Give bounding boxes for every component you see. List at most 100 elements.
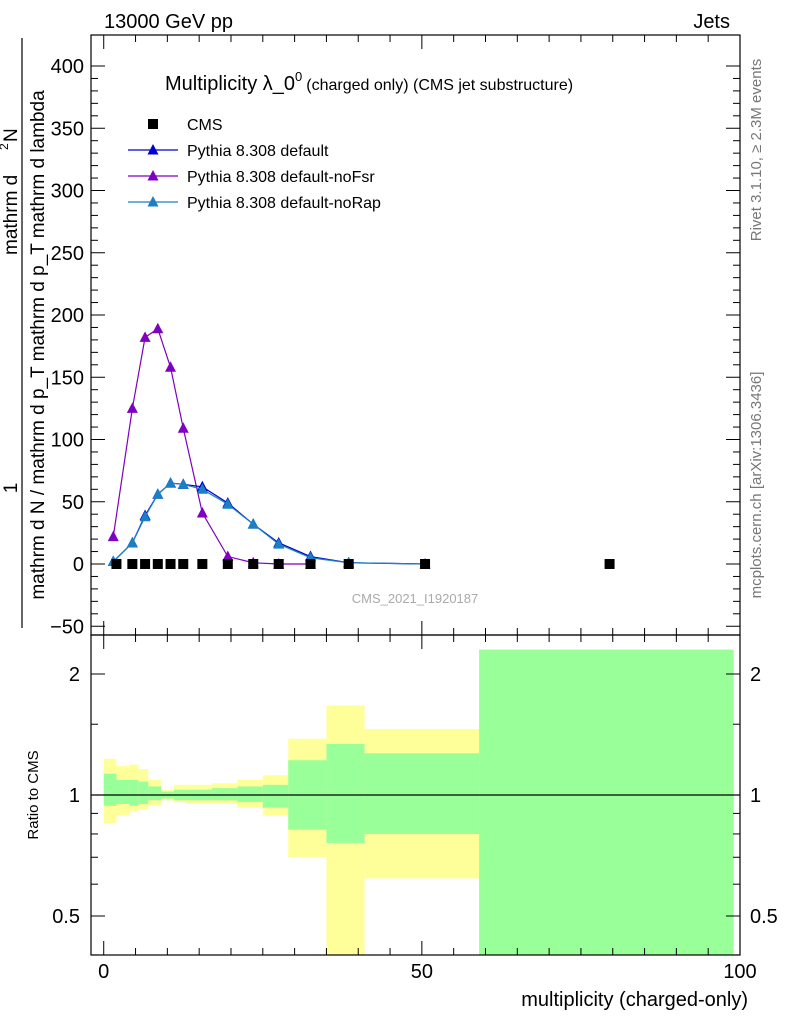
ratio-panel: 0.5 0.5 1 1 2 2 0 50 100 Ratio to CMS multiplic… bbox=[25, 634, 778, 1011]
header-process: 13000 GeV pp bbox=[104, 11, 233, 33]
series-1 bbox=[107, 477, 431, 569]
xtick-label: 100 bbox=[723, 961, 756, 983]
main-ytick-label: 300 bbox=[51, 181, 84, 203]
data-point bbox=[126, 402, 138, 413]
ratio-x-ticks: 0 50 100 bbox=[98, 635, 757, 983]
series-layer bbox=[107, 322, 615, 569]
ratio-stat-band bbox=[364, 753, 480, 834]
ylabel-numerator-n: N bbox=[1, 128, 22, 142]
data-point bbox=[139, 510, 151, 522]
ratio-ytick-label: 2 bbox=[69, 664, 80, 686]
ratio-stat-band bbox=[262, 784, 289, 808]
data-point bbox=[127, 559, 138, 569]
data-point bbox=[165, 361, 177, 372]
legend-entry: CMS bbox=[148, 117, 223, 134]
ylabel-numerator-d: mathrm d bbox=[1, 175, 22, 255]
data-point bbox=[273, 559, 284, 569]
legend-label: CMS bbox=[187, 117, 223, 134]
ratio-stat-band bbox=[138, 781, 149, 804]
ratio-ytick-label-right: 0.5 bbox=[750, 906, 778, 928]
data-point bbox=[196, 506, 208, 518]
rivet-label: Rivet 3.1.10, ≥ 2.3M events bbox=[748, 59, 765, 242]
data-point bbox=[152, 488, 164, 499]
data-point bbox=[178, 559, 189, 569]
main-ytick-label: 400 bbox=[51, 56, 84, 78]
legend-marker bbox=[147, 196, 159, 207]
title-subtitle: (charged only) (CMS jet substructure) bbox=[306, 77, 573, 94]
main-ytick-label: 250 bbox=[51, 243, 84, 265]
data-point bbox=[196, 483, 208, 494]
legend-entry: Pythia 8.308 default-noRap bbox=[128, 195, 381, 212]
data-point bbox=[343, 559, 354, 569]
ylabel-numerator-one: 1 bbox=[1, 483, 22, 494]
data-point bbox=[152, 559, 163, 569]
ratio-bands bbox=[103, 649, 734, 955]
legend-marker bbox=[147, 170, 159, 181]
title-main: Multiplicity λ_0 bbox=[165, 73, 295, 95]
ratio-ytick-label: 1 bbox=[69, 785, 80, 807]
legend-marker bbox=[148, 119, 158, 129]
main-x-ticks bbox=[103, 35, 741, 635]
data-point bbox=[197, 559, 208, 569]
data-point bbox=[152, 322, 164, 334]
data-point bbox=[420, 559, 431, 569]
data-point bbox=[604, 559, 615, 569]
legend-marker bbox=[147, 144, 159, 155]
ratio-ytick-label: 0.5 bbox=[52, 906, 80, 928]
ylabel-numerator-power: 2 bbox=[0, 143, 11, 150]
main-ytick-label: 0 bbox=[73, 554, 84, 576]
series-3 bbox=[107, 477, 431, 569]
main-ytick-label: −50 bbox=[50, 616, 84, 638]
legend-label: Pythia 8.308 default-noRap bbox=[187, 195, 381, 212]
data-point bbox=[222, 559, 233, 569]
data-point bbox=[247, 518, 259, 529]
data-point bbox=[222, 550, 234, 562]
data-point bbox=[177, 478, 189, 489]
data-point bbox=[165, 477, 177, 488]
legend-label: Pythia 8.308 default bbox=[187, 143, 329, 160]
legend: CMS Pythia 8.308 default Pythia 8.308 defa… bbox=[128, 117, 381, 212]
main-panel: −50 0 50 100 150 200 250 300 350 400 CMS_2021_I19… bbox=[0, 34, 741, 638]
xtick-label: 50 bbox=[411, 961, 433, 983]
ratio-stat-band bbox=[211, 788, 238, 801]
ylabel-denominator: mathrm d N / mathrm d p_T mathrm d p_T m… bbox=[28, 90, 49, 600]
ratio-stat-band bbox=[479, 649, 734, 955]
ratio-ytick-label-right: 2 bbox=[750, 664, 761, 686]
data-point bbox=[107, 530, 119, 542]
main-ytick-label: 150 bbox=[51, 367, 84, 389]
data-point bbox=[111, 559, 122, 569]
xtick-label: 0 bbox=[98, 961, 109, 983]
main-y-ticks: −50 0 50 100 150 200 250 300 350 400 bbox=[50, 56, 740, 638]
data-point bbox=[273, 538, 285, 549]
analysis-watermark: CMS_2021_I1920187 bbox=[352, 591, 479, 606]
data-point bbox=[177, 422, 189, 433]
ratio-stat-band bbox=[326, 743, 365, 843]
ratio-stat-band bbox=[116, 779, 130, 804]
data-point bbox=[248, 559, 259, 569]
header-category: Jets bbox=[693, 11, 730, 33]
ratio-stat-band bbox=[148, 786, 161, 801]
data-point bbox=[222, 498, 234, 509]
data-point bbox=[126, 536, 138, 548]
data-point bbox=[305, 559, 316, 569]
ratio-y-ticks: 0.5 0.5 1 1 2 2 bbox=[52, 664, 778, 956]
title-superscript: 0 bbox=[295, 69, 302, 84]
series-0 bbox=[111, 559, 615, 569]
ratio-stat-band bbox=[103, 773, 117, 806]
ratio-stat-band bbox=[129, 779, 139, 806]
ratio-ytick-label-right: 1 bbox=[750, 785, 761, 807]
series-2 bbox=[107, 322, 317, 569]
main-title: Multiplicity λ_00 (charged only) (CMS jet… bbox=[165, 69, 573, 95]
main-y-label: mathrm d N / mathrm d p_T mathrm d p_T m… bbox=[0, 38, 49, 628]
data-point bbox=[165, 559, 176, 569]
legend-entry: Pythia 8.308 default-noFsr bbox=[128, 169, 375, 186]
series-line bbox=[112, 327, 311, 565]
legend-entry: Pythia 8.308 default bbox=[128, 143, 329, 160]
mcplots-label: mcplots.cern.ch [arXiv:1306.3436] bbox=[748, 372, 765, 599]
legend-label: Pythia 8.308 default-noFsr bbox=[187, 169, 375, 186]
main-ytick-label: 50 bbox=[62, 492, 84, 514]
data-point bbox=[140, 559, 151, 569]
main-ytick-label: 350 bbox=[51, 118, 84, 140]
ratio-stat-band bbox=[237, 786, 263, 803]
